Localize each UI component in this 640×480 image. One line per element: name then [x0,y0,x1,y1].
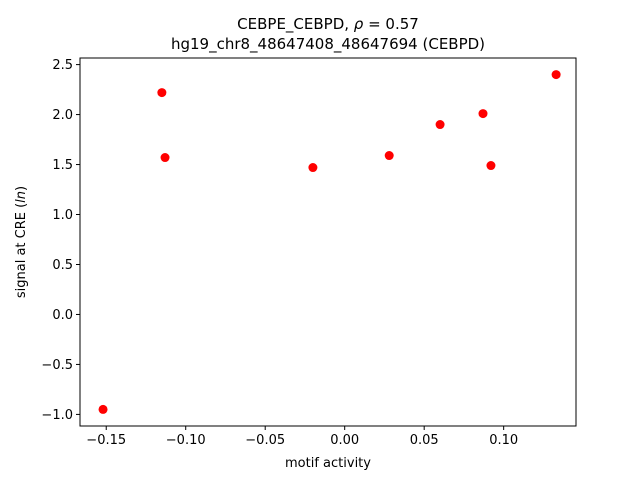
y-tick-label: 2.0 [52,108,73,123]
y-tick-label: 0.5 [52,258,73,273]
data-point [160,153,170,163]
data-points [98,70,561,414]
y-axis-ticks: −1.0 −0.5 0.0 0.5 1.0 1.5 2.0 2.5 [41,58,80,423]
plot-area [79,57,577,427]
x-tick-label: −0.15 [86,433,126,448]
title-prefix: CEBPE_CEBPD, [237,15,354,34]
data-point [384,151,394,161]
x-tick-label: 0.05 [410,433,439,448]
y-tick-label: −0.5 [41,358,73,373]
y-tick-label: −1.0 [41,408,73,423]
y-tick-label: 2.5 [52,58,73,73]
x-axis-ticks: −0.15 −0.10 −0.05 0.00 0.05 0.10 [86,426,518,448]
y-label-italic: ln [14,191,29,203]
data-point [435,120,445,130]
chart-title: CEBPE_CEBPD, ρ = 0.57 hg19_chr8_48647408… [171,15,485,54]
title-rho-value: = 0.57 [363,15,419,33]
y-tick-label: 1.5 [52,158,73,173]
title-line-1: CEBPE_CEBPD, ρ = 0.57 [237,15,419,34]
x-tick-label: 0.00 [330,433,359,448]
data-point [486,161,496,171]
title-rho-symbol: ρ [354,15,364,33]
axes-frame [79,57,577,427]
x-tick-label: −0.05 [245,433,285,448]
x-tick-label: −0.10 [166,433,206,448]
y-label-after: ) [14,186,29,191]
data-point [308,163,318,173]
data-point [478,109,488,119]
data-point [157,88,167,98]
x-axis-label: motif activity [285,456,371,471]
data-point [551,70,561,80]
y-axis-label: signal at CRE (ln) [14,186,29,298]
x-tick-label: 0.10 [489,433,518,448]
y-tick-label: 1.0 [52,208,73,223]
data-point [98,404,108,414]
y-label-before: signal at CRE ( [14,203,29,298]
y-tick-label: 0.0 [52,308,73,323]
title-line-2: hg19_chr8_48647408_48647694 (CEBPD) [171,35,485,54]
